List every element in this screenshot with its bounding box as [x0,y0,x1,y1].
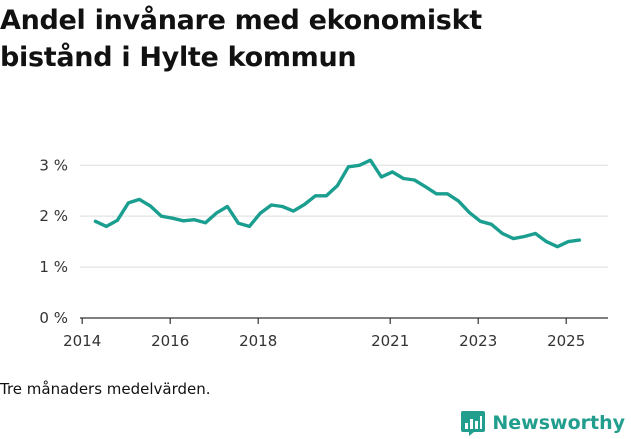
data-point [479,220,481,222]
data-point [523,235,525,237]
chart-note: Tre månaders medelvärden. [0,380,211,398]
data-point [127,202,129,204]
chart-title-line-2: bistånd i Hylte kommun [0,42,357,73]
data-point [534,232,536,234]
data-point [457,200,459,202]
data-point [182,220,184,222]
y-tick-label: 2 % [39,207,68,225]
x-tick-label: 2014 [63,332,101,350]
data-point [413,179,415,181]
data-point [556,246,558,248]
data-point [116,219,118,221]
data-point [402,177,404,179]
data-point [512,237,514,239]
chart-title-line-1: Andel invånare med ekonomiskt [0,5,482,36]
newsworthy-logo-icon [461,411,486,436]
data-point [303,203,305,205]
data-point [358,164,360,166]
x-tick-label: 2016 [151,332,189,350]
data-point [160,215,162,217]
brand-name: Newsworthy [492,412,625,434]
data-point [215,212,217,214]
data-point [237,222,239,224]
data-point [380,176,382,178]
data-point [171,217,173,219]
x-tick-label: 2021 [371,332,409,350]
data-point [138,198,140,200]
chart-title: Andel invånare med ekonomiskt bistånd i … [0,2,620,76]
x-tick-label: 2023 [459,332,497,350]
data-point [446,193,448,195]
x-tick-label: 2018 [239,332,277,350]
data-point [336,184,338,186]
data-point [490,223,492,225]
data-point [94,220,96,222]
data-point [270,204,272,206]
y-tick-label: 3 % [39,156,68,174]
data-point [545,240,547,242]
axes: 0 % 1 % 2 % 3 % 2014 2016 2018 2021 2023 2025 [39,156,608,350]
line-chart: 0 % 1 % 2 % 3 % 2014 2016 2018 2021 2023 2025 [39,156,608,350]
data-point [292,210,294,212]
data-point [567,240,569,242]
data-point [325,195,327,197]
data-point [248,225,250,227]
series-layer [93,158,582,249]
data-point [468,211,470,213]
y-tick-label: 1 % [39,258,68,276]
y-tick-label: 0 % [39,309,68,327]
x-tick-label: 2025 [547,332,585,350]
data-point [578,239,580,241]
data-point [314,195,316,197]
data-point [435,193,437,195]
brand-logo: Newsworthy [460,408,625,438]
data-point [391,171,393,173]
data-point [259,212,261,214]
data-point [105,225,107,227]
data-point [149,205,151,207]
series-line-0 [93,158,582,249]
data-point [369,159,371,161]
data-point [204,222,206,224]
data-point [501,232,503,234]
data-point [424,186,426,188]
data-point [193,219,195,221]
data-point [281,205,283,207]
data-point [226,205,228,207]
data-point [347,166,349,168]
